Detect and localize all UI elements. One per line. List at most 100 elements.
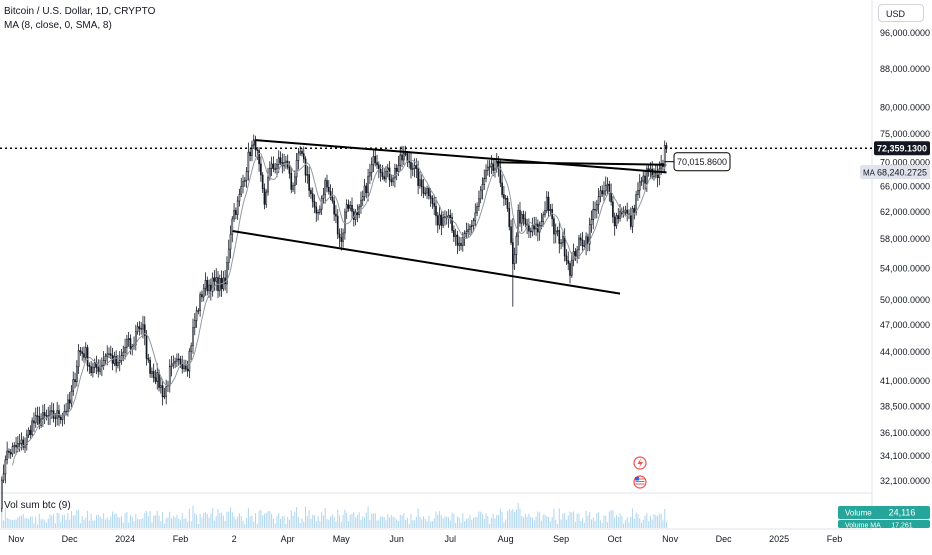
candle-body [347,204,350,209]
volume-bar [313,515,316,528]
volume-bar [469,515,471,528]
volume-bar [515,509,517,528]
symbol-title[interactable]: Bitcoin / U.S. Dollar, 1D, CRYPTO [4,6,156,17]
volume-bar [117,516,119,528]
volume-bar [251,515,253,528]
volume-bar [530,516,532,528]
volume-bar [449,520,451,528]
ma-badge-text: MA [863,169,876,178]
candle-body [202,287,205,298]
candle-body [8,450,10,453]
volume-bar [113,514,115,528]
volume-bar [99,516,101,528]
candle-body [540,221,543,226]
volume-bar [338,515,341,528]
candle-body [544,210,546,216]
volume-bar [19,516,21,528]
volume-bar [414,520,416,528]
volume-bar [549,521,551,528]
candle-body [270,163,273,169]
candle-body [172,362,175,366]
volume-bar [392,516,394,528]
volume-bar [126,511,128,528]
volume-bar [187,521,189,528]
volume-bar [439,511,441,528]
candle-body [578,237,580,251]
candle-body [370,164,373,173]
volume-bar [162,511,164,528]
trendline-upper-short[interactable] [496,161,665,166]
volume-bar [35,516,37,528]
candle-body [419,179,421,186]
volume-bar [262,515,264,528]
candle-body [656,174,659,178]
candle-body [465,231,468,234]
candle-body [538,225,541,233]
y-tick-label: 32,100.0000 [880,476,930,486]
volume-bar [183,519,185,528]
candle-body [258,150,260,165]
volume-bar [383,517,385,528]
candle-body [435,206,437,217]
volume-bar [258,510,260,528]
volume-bar [635,512,637,528]
candle-body [581,239,584,247]
candle-body [129,338,132,350]
candle-body [436,215,439,226]
candle-body [67,399,69,412]
candle-body [442,217,444,226]
candle-body [233,210,235,220]
volume-bar [104,519,106,528]
candle-body [361,196,364,201]
volume-indicator-legend[interactable]: Vol sum btc (9) [4,500,71,511]
candle-body [304,158,307,176]
volume-bar [240,516,242,528]
trendline-lower[interactable] [232,229,621,295]
candle-body [529,230,532,233]
volume-bar [655,515,657,528]
volume-bar [363,517,366,528]
candle-body [288,166,291,174]
volume-bar [360,519,362,528]
icon-layer[interactable] [633,456,647,489]
volume-bar [88,520,90,528]
volume-bar [40,519,42,528]
x-tick-label: Aug [498,534,514,544]
x-tick-label: 2025 [769,534,789,544]
candle-body [74,379,76,383]
candle-body [335,213,337,217]
candle-body [379,169,382,173]
candle-body [279,157,282,163]
volume-bar [210,513,212,528]
candle-body [77,350,80,368]
volume-bar [160,521,162,528]
volume-bar [505,519,507,528]
volume-bar [651,519,653,528]
trendline-layer[interactable] [232,139,667,295]
candle-body [285,160,287,163]
volume-bar [562,513,564,528]
volume-bar [578,513,580,528]
volume-bar [546,516,548,528]
volume-bar [376,520,378,528]
ma-indicator-legend[interactable]: MA (8, close, 0, SMA, 8) [4,20,112,31]
volume-bar [501,511,503,528]
candle-body [308,174,310,191]
candle-body [663,145,666,168]
candle-body [197,310,200,312]
candle-body [70,390,73,404]
candle-body [619,211,621,220]
volume-bar [440,515,442,528]
candle-body [102,360,105,366]
currency-selector[interactable]: USD [878,4,924,22]
candle-body [185,365,187,370]
trendline-upper[interactable] [255,139,667,174]
candle-body [158,372,160,388]
volume-bar [648,521,650,528]
candle-body [317,211,319,214]
volume-bar [317,515,319,528]
volume-bar [481,513,483,528]
candle-body [408,160,411,163]
candle-body [204,279,207,289]
